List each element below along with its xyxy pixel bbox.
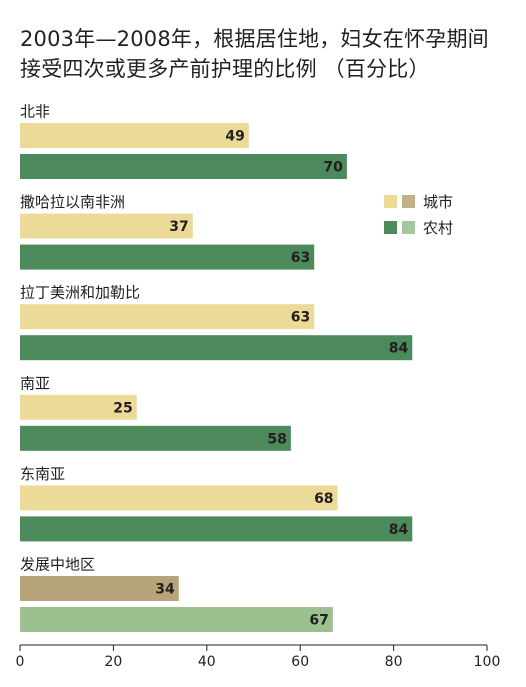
urban-bar [20,576,179,601]
bar-value-label: 68 [314,491,333,507]
urban-bar [20,304,315,330]
rural-bar [20,516,413,542]
bar-value-label: 34 [155,582,175,598]
urban-bar [20,485,338,511]
x-tick-label: 0 [16,654,25,670]
legend-swatch-urban-highlight [402,195,415,208]
legend-label: 城市 [423,193,453,211]
bar-value-label: 37 [169,219,188,235]
bars-layer [20,123,413,632]
urban-bar [20,394,137,420]
legend-label: 农村 [423,219,453,237]
legend-swatch-rural [384,221,397,234]
bar-value-label: 63 [291,250,310,266]
urban-bar [20,123,249,148]
bar-value-label: 63 [291,310,310,326]
bar-value-label: 70 [323,160,343,176]
category-label: 东南亚 [20,465,65,483]
bar-value-label: 58 [267,431,286,447]
chart-title: 2003年—2008年，根据居住地，妇女在怀孕期间 接受四次或更多产前护理的比例… [20,27,489,81]
legend-swatch-urban [384,195,397,208]
rural-bar [20,244,315,270]
urban-bar [20,213,193,239]
rural-bar [20,425,291,451]
rural-bar [20,335,413,361]
x-tick-label: 80 [385,654,403,670]
x-tick-label: 20 [104,654,122,670]
x-axis: 0 20 40 60 80 100 [16,644,501,670]
legend-swatch-rural-highlight [402,221,415,234]
bar-value-label: 84 [389,341,409,357]
x-tick-label: 40 [198,654,216,670]
x-tick-label: 100 [474,654,501,670]
rural-bar [20,154,347,179]
category-label: 南亚 [20,374,50,392]
bar-value-label: 49 [225,129,244,145]
x-tick-label: 60 [291,654,309,670]
category-label: 北非 [20,103,50,121]
labels-layer: 北非 49 70 撒哈拉以南非洲 37 63 拉丁美洲和加勒比 63 84 南亚 25 58 东南亚 68… [20,103,409,629]
rural-bar [20,607,333,632]
bar-value-label: 84 [389,522,409,538]
category-label: 发展中地区 [20,556,95,574]
category-label: 拉丁美洲和加勒比 [20,284,140,302]
bar-value-label: 67 [309,613,328,629]
bar-value-label: 25 [113,400,132,416]
category-label: 撒哈拉以南非洲 [20,193,125,211]
